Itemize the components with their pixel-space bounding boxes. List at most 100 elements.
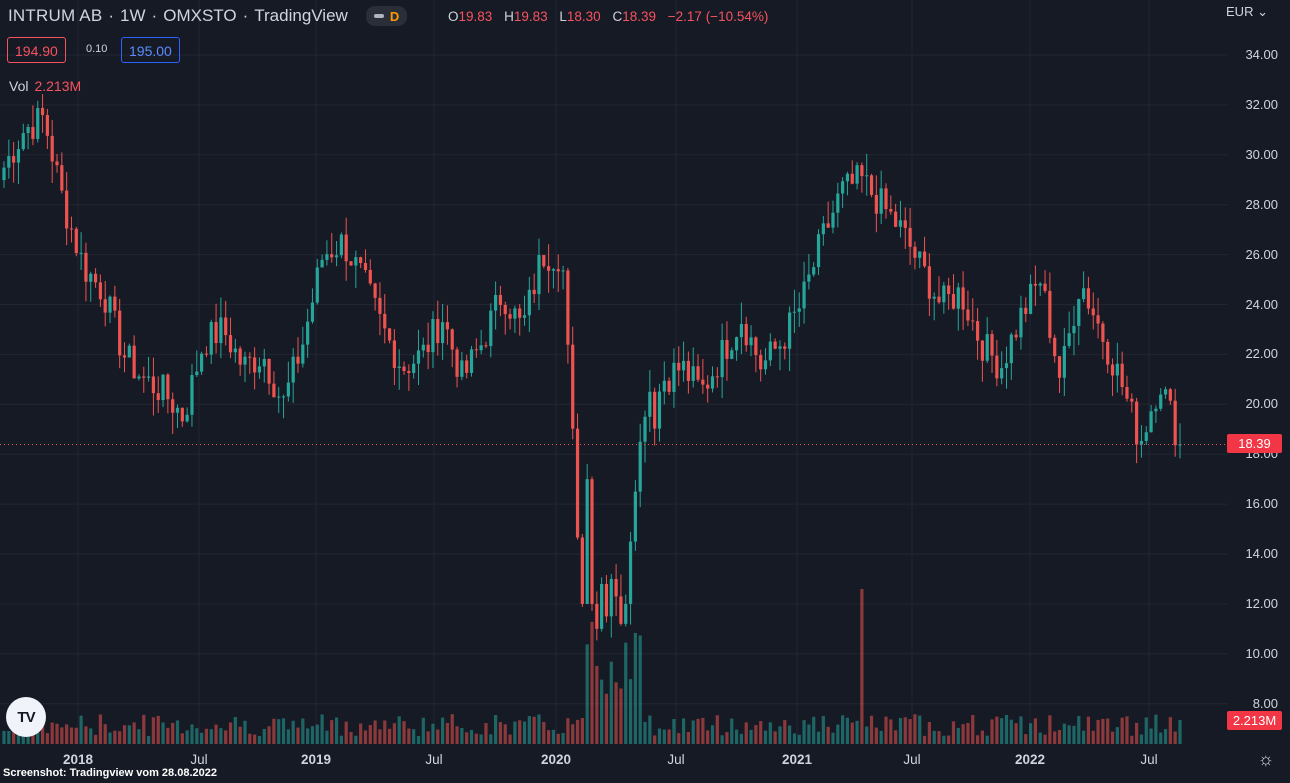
volume-legend[interactable]: Vol 2.213M <box>9 78 81 94</box>
candle-body <box>561 270 565 272</box>
volume-bar <box>103 724 107 744</box>
candle-body <box>296 356 300 364</box>
price-axis-tick: 22.00 <box>1245 346 1278 362</box>
candle-body <box>93 273 98 283</box>
candle-body <box>392 340 396 369</box>
tradingview-logo[interactable]: TV <box>6 697 46 737</box>
volume-bar <box>503 724 507 744</box>
volume-bar <box>262 728 266 744</box>
currency-selector[interactable]: EUR ⌄ <box>1226 4 1268 20</box>
volume-bar <box>132 722 136 744</box>
candle-body <box>74 228 78 254</box>
symbol-name[interactable]: INTRUM AB <box>8 6 103 25</box>
volume-bar <box>908 719 912 744</box>
volume-bar <box>45 733 49 744</box>
candle-body <box>98 282 102 300</box>
candle-body <box>1106 341 1110 365</box>
volume-bar <box>320 714 324 744</box>
volume-bar <box>175 720 180 744</box>
candle-body <box>103 299 107 313</box>
sell-button[interactable]: 194.90 <box>7 37 66 63</box>
candle-body <box>768 341 772 361</box>
volume-bar <box>600 679 604 744</box>
candle-body <box>1163 389 1168 395</box>
candle-body <box>315 267 319 303</box>
volume-bar <box>657 728 662 744</box>
volume-bar <box>643 721 647 744</box>
volume-bar <box>855 720 859 744</box>
candle-body <box>527 289 531 316</box>
volume-bar <box>31 728 35 744</box>
volume-bar <box>821 716 825 744</box>
volume-bar <box>195 728 199 744</box>
price-axis-tick: 14.00 <box>1245 546 1278 561</box>
volume-bar <box>1043 734 1047 744</box>
candle-body <box>320 259 324 268</box>
change-value: −2.17 (−10.54%) <box>667 9 769 24</box>
volume-bar <box>190 724 194 744</box>
volume-bar <box>918 715 922 744</box>
candle-body <box>648 391 652 417</box>
volume-bar <box>725 732 729 744</box>
candle-body <box>40 107 45 116</box>
candle-body <box>807 274 811 282</box>
volume-bar <box>985 735 989 744</box>
volume-bar <box>768 722 772 744</box>
volume-bar <box>947 735 951 744</box>
candle-body <box>1038 283 1042 286</box>
candle-body <box>927 266 931 299</box>
candle-body <box>450 329 454 350</box>
candle-body <box>431 318 435 353</box>
volume-bar <box>1028 723 1033 744</box>
candle-body <box>257 366 262 373</box>
candle-body <box>571 344 575 429</box>
volume-bar <box>628 679 633 744</box>
symbol-header[interactable]: INTRUM AB · 1W · OMXSTO · TradingView D <box>8 6 408 26</box>
candle-body <box>508 314 512 319</box>
volume-bar <box>1033 718 1038 744</box>
candle-body <box>479 345 483 351</box>
volume-bar <box>431 723 435 744</box>
candle-body <box>484 345 488 347</box>
volume-bar <box>349 731 353 744</box>
source-label: TradingView <box>254 6 348 25</box>
candle-body <box>60 165 64 191</box>
volume-bar <box>291 720 295 744</box>
candle-body <box>69 228 74 230</box>
candle-body <box>763 360 768 370</box>
gear-icon[interactable]: ☼ <box>1257 749 1275 769</box>
volume-bar <box>392 723 396 744</box>
volume-bar <box>455 726 459 744</box>
volume-bar <box>387 728 392 744</box>
volume-bar <box>363 730 368 744</box>
volume-bar <box>108 732 112 744</box>
candle-body <box>1120 363 1124 388</box>
candle-body <box>122 355 127 358</box>
candle-body <box>889 209 893 212</box>
candle-body <box>624 603 628 624</box>
volume-bar <box>1139 734 1144 744</box>
candle-body <box>706 384 710 389</box>
interval-label[interactable]: 1W <box>120 6 146 25</box>
candle-body <box>118 310 122 356</box>
candle-body <box>1110 364 1115 376</box>
volume-bar <box>40 720 45 744</box>
volume-bar <box>440 717 445 744</box>
candle-body <box>460 360 464 377</box>
candle-body <box>84 252 88 282</box>
volume-bar <box>50 722 54 744</box>
candle-body <box>359 257 363 264</box>
candle-body <box>224 317 228 336</box>
candle-body <box>898 220 903 227</box>
volume-bar <box>1173 731 1177 744</box>
close-label: C <box>612 9 623 24</box>
buy-button[interactable]: 195.00 <box>121 37 180 63</box>
price-axis-tick: 16.00 <box>1245 496 1278 512</box>
exchange-label: OMXSTO <box>163 6 237 25</box>
volume-bar <box>2 730 6 744</box>
candle-body <box>65 190 69 229</box>
candle-body <box>7 156 11 168</box>
market-status-toggle[interactable]: D <box>365 6 408 26</box>
